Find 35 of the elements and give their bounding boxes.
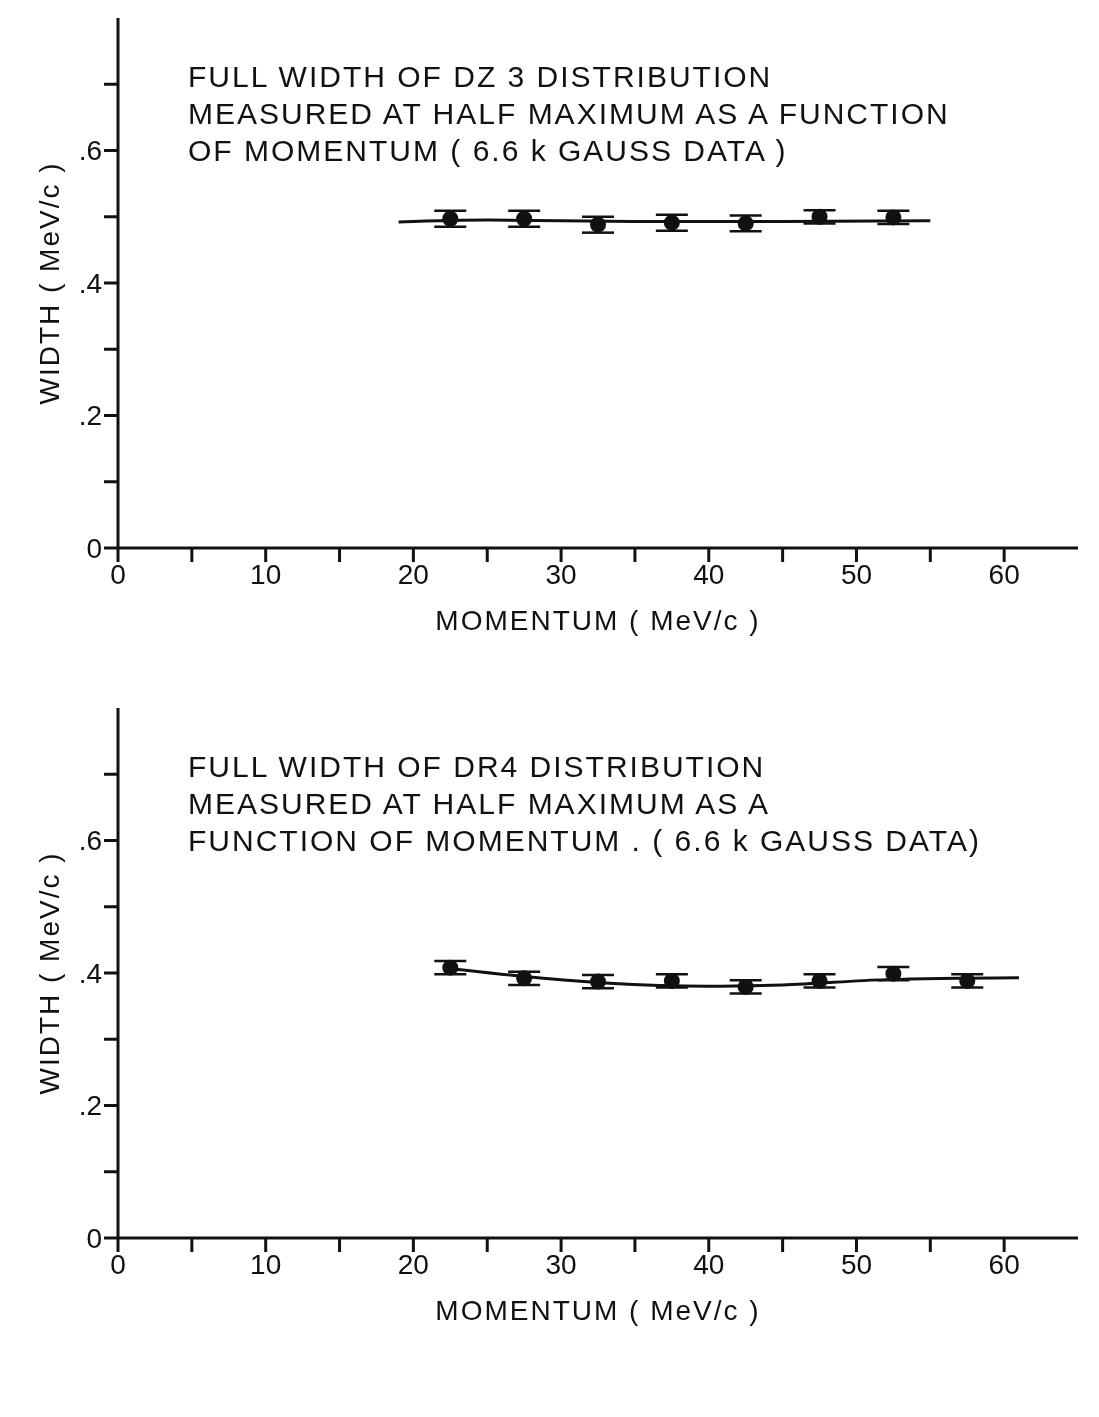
text: FULL WIDTH OF DR4 DISTRIBUTION MEASURED AT HALF MAXIMUM AS A FUNCTION OF MOMENTUM . ( 6.6 k GAUSS DATA): [188, 749, 981, 859]
y-tick-label: .2: [78, 400, 102, 432]
y-axis-title: WIDTH ( MeV/c ): [34, 161, 66, 405]
point: [442, 210, 459, 227]
y-axis-title: WIDTH ( MeV/c ): [34, 851, 66, 1095]
point: [737, 215, 754, 232]
y-tick-label: .4: [78, 957, 102, 989]
point: [516, 210, 533, 227]
x-tick-label: 60: [988, 558, 1020, 590]
x-tick-label: 60: [988, 1248, 1020, 1280]
point: [885, 209, 902, 226]
x-tick-label: 50: [840, 1248, 873, 1280]
x-tick-label: 10: [250, 1248, 282, 1280]
x-tick-label: 10: [250, 558, 282, 590]
x-tick-label: 20: [397, 558, 429, 590]
x-tick-label: 30: [545, 558, 577, 590]
x-tick-label: 0: [110, 558, 126, 590]
x-tick-label: 40: [693, 1248, 725, 1280]
x-tick-label: 40: [693, 558, 725, 590]
point: [590, 216, 606, 233]
x-tick-label: 0: [110, 1248, 126, 1280]
text: FULL WIDTH OF DZ 3 DISTRIBUTION MEASURED AT HALF MAXIMUM AS A FUNCTION OF MOMENTUM ( 6.6 k GAUSS DATA ): [188, 59, 950, 169]
x-tick-label: 30: [545, 1248, 577, 1280]
point: [663, 214, 680, 231]
x-axis-title: MOMENTUM ( MeV/c ): [435, 605, 761, 636]
y-tick-label: .6: [78, 825, 102, 857]
y-tick-label: .6: [78, 135, 102, 167]
y-tick-label: .2: [78, 1090, 102, 1122]
y-tick-label: 0: [86, 532, 102, 564]
point: [811, 208, 828, 225]
y-tick-label: .4: [78, 267, 102, 299]
x-axis-title: MOMENTUM ( MeV/c ): [435, 1295, 761, 1326]
x-tick-label: 50: [840, 558, 873, 590]
y-tick-label: 0: [86, 1222, 102, 1254]
x-tick-label: 20: [397, 1248, 429, 1280]
